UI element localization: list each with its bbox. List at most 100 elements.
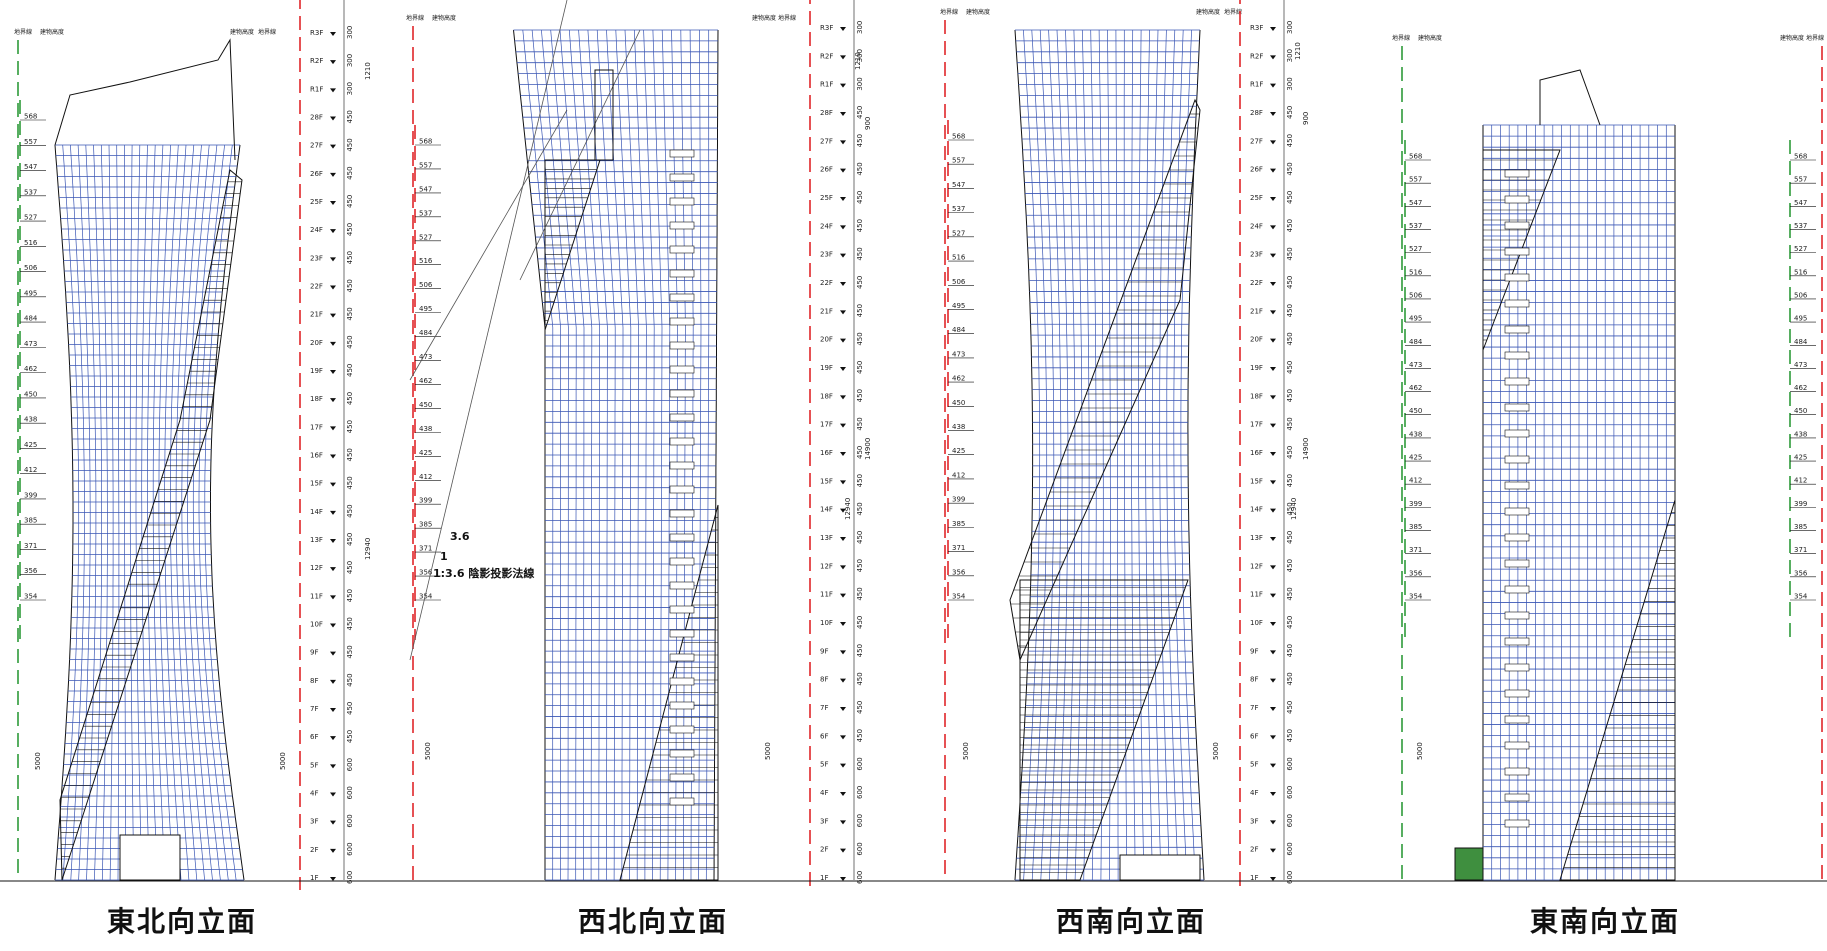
floor-label: 7F (310, 705, 318, 713)
level-label: 484 (24, 315, 38, 323)
level-label: 547 (952, 181, 965, 189)
level-marker-icon (330, 708, 336, 712)
floor-height-label: 600 (856, 871, 864, 884)
window-strip (1504, 819, 1530, 828)
floor-label: 7F (1250, 704, 1258, 712)
dimension-label: 5000 (1212, 742, 1220, 760)
floor-height-label: 600 (346, 758, 354, 771)
window-strip (669, 413, 695, 422)
window-strip (1504, 221, 1530, 230)
floor-label: 12F (820, 562, 833, 570)
floor-height-label: 450 (1286, 502, 1294, 515)
level-label: 399 (952, 496, 965, 504)
facade-grid-column (152, 144, 166, 881)
floor-label: 10F (310, 621, 323, 629)
facade-grid-column (1145, 29, 1153, 881)
window-strip (1504, 611, 1530, 620)
level-marker-icon (840, 508, 846, 513)
window-strip (1504, 325, 1530, 334)
window-strip (669, 629, 695, 638)
facade-grid-column (522, 29, 554, 880)
level-marker-icon (330, 88, 336, 93)
floor-label: 4F (1250, 789, 1258, 797)
window-strip (669, 749, 695, 758)
facade-grid-column (587, 29, 608, 880)
facade-grid-column (643, 29, 655, 881)
floor-label: 28F (820, 109, 833, 117)
floor-height-label: 450 (1286, 247, 1294, 260)
level-marker-icon (840, 83, 846, 88)
level-label: 527 (1794, 245, 1807, 253)
floor-height-label: 600 (856, 842, 864, 855)
facade-grid-column (578, 29, 600, 880)
window-strip (1504, 663, 1530, 672)
level-marker-icon (330, 482, 336, 487)
level-label: 385 (952, 520, 965, 528)
level-label: 473 (952, 350, 965, 358)
level-label: 557 (1409, 176, 1422, 184)
floor-height-label: 450 (1286, 672, 1294, 685)
facade-grid-column (164, 144, 182, 881)
level-marker-icon (330, 539, 336, 543)
dimension-label: 5000 (962, 742, 970, 760)
dimension-label: 14900 (864, 438, 872, 460)
window-strip (1504, 533, 1530, 542)
spiral-band-outline (59, 169, 243, 881)
floor-height-label: 450 (346, 504, 354, 517)
tower-outline-right (1187, 29, 1205, 881)
floor-label: 15F (820, 477, 833, 485)
floor-height-label: 450 (1286, 559, 1294, 572)
header-left-2: 建物高度 (432, 14, 456, 22)
floor-label: 26F (310, 170, 323, 178)
level-marker-icon (840, 707, 846, 711)
floor-label: 13F (1250, 534, 1263, 542)
floor-height-label: 450 (346, 110, 354, 123)
level-label: 527 (952, 229, 965, 237)
floor-label: 23F (1250, 251, 1263, 259)
floor-label: 22F (1250, 279, 1263, 287)
floor-height-label: 450 (856, 531, 864, 544)
level-label: 495 (952, 302, 965, 310)
floor-height-label: 450 (346, 364, 354, 377)
level-marker-icon (1270, 395, 1276, 400)
window-strip (1504, 429, 1530, 438)
floor-label: R3F (820, 24, 833, 32)
floor-label: 11F (820, 591, 833, 599)
floor-label: 1F (310, 874, 318, 882)
floor-height-label: 450 (1286, 332, 1294, 345)
facade-grid-column (606, 29, 624, 881)
level-marker-icon (840, 112, 846, 116)
dimension-label: 1210 (364, 62, 372, 80)
level-label: 438 (1794, 430, 1807, 438)
level-label: 495 (1409, 315, 1422, 323)
floor-label: 11F (1250, 591, 1263, 599)
window-strip (1504, 403, 1530, 412)
floor-label: 9F (1250, 647, 1258, 655)
facade-grid-column (62, 144, 80, 881)
floor-height-label: 450 (856, 672, 864, 685)
level-marker-icon (330, 510, 336, 515)
level-marker-icon (840, 452, 846, 456)
level-marker-icon (840, 253, 846, 258)
floor-label: 14F (310, 508, 323, 516)
level-label: 412 (1794, 477, 1807, 485)
level-label: 450 (1794, 407, 1807, 415)
window-strip (669, 581, 695, 590)
level-label: 473 (419, 353, 432, 361)
floor-height-label: 450 (346, 166, 354, 179)
level-label: 547 (1794, 199, 1807, 207)
landscape-block (1454, 847, 1484, 881)
level-label: 412 (24, 466, 37, 474)
header-left-2: 建物高度 (1418, 34, 1442, 42)
facade-grid-column (1180, 29, 1196, 881)
floor-label: 6F (310, 733, 318, 741)
level-label: 354 (1794, 593, 1808, 601)
level-marker-icon (330, 877, 336, 881)
floor-label: 28F (1250, 109, 1263, 117)
facade-grid-column (680, 29, 686, 881)
level-marker-icon (1270, 253, 1276, 258)
window-strip (669, 461, 695, 470)
shadow-annotation: 1:3.6 陰影投影法線 (433, 566, 534, 580)
level-label: 385 (1794, 523, 1807, 531)
